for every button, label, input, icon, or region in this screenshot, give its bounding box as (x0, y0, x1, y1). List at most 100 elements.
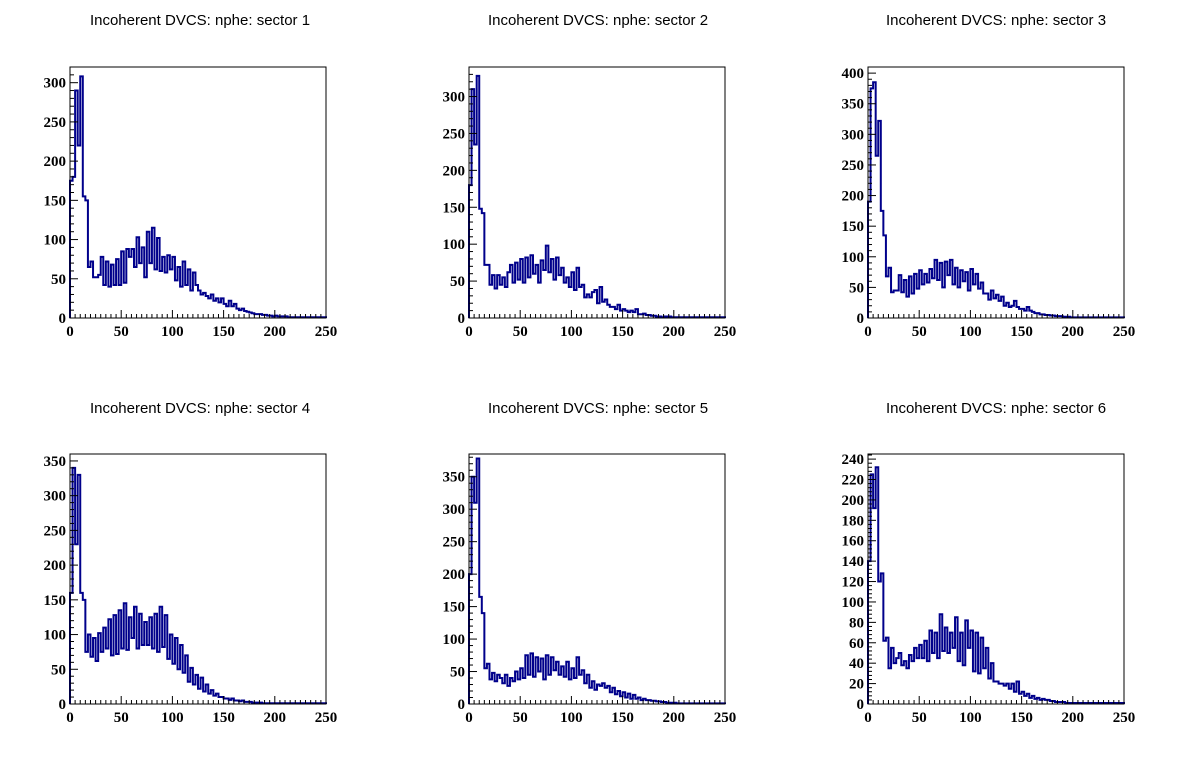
y-tick-label: 200 (842, 189, 865, 205)
y-tick-label: 150 (842, 219, 865, 235)
histogram-panel-sector-6: Incoherent DVCS: nphe: sector 6 0 50 100 150… (842, 400, 1136, 726)
x-tick-label: 150 (212, 324, 235, 340)
x-tick-label: 0 (66, 324, 74, 340)
x-tick-label: 250 (315, 710, 338, 726)
y-tick-label: 200 (443, 163, 466, 179)
x-tick-label: 200 (663, 710, 686, 726)
x-tick-label: 100 (161, 710, 184, 726)
x-tick-label: 0 (864, 324, 872, 340)
y-tick-label: 350 (842, 97, 865, 113)
y-tick-label: 80 (849, 615, 864, 631)
histogram-series (69, 75, 327, 319)
y-tick-label: 160 (842, 534, 865, 550)
y-tick-label: 250 (44, 523, 67, 539)
y-tick-label: 50 (450, 665, 465, 681)
histogram-panel-sector-3: Incoherent DVCS: nphe: sector 3 0 50 100 150… (842, 12, 1136, 340)
plot-frame (468, 453, 726, 705)
y-tick-label: 100 (842, 250, 865, 266)
x-tick-label: 100 (560, 324, 583, 340)
x-tick-label: 200 (264, 710, 287, 726)
chart-title: Incoherent DVCS: nphe: sector 2 (488, 12, 708, 29)
y-tick-label: 50 (450, 274, 465, 290)
y-tick-label: 240 (842, 452, 865, 468)
y-tick-label: 200 (44, 154, 67, 170)
y-tick-label: 350 (443, 470, 466, 486)
x-tick-label: 50 (114, 324, 129, 340)
y-tick-label: 300 (44, 76, 67, 92)
x-tick-label: 0 (465, 710, 473, 726)
y-tick-label: 250 (44, 115, 67, 131)
histogram-series (867, 81, 1125, 319)
plot-frame (69, 453, 327, 705)
y-tick-label: 250 (443, 126, 466, 142)
y-tick-label: 250 (842, 158, 865, 174)
x-tick-label: 100 (161, 324, 184, 340)
y-tick-label: 0 (857, 311, 865, 327)
chart-title: Incoherent DVCS: nphe: sector 3 (886, 12, 1106, 29)
chart-title: Incoherent DVCS: nphe: sector 1 (90, 12, 310, 29)
chart-title: Incoherent DVCS: nphe: sector 6 (886, 400, 1106, 417)
y-tick-label: 200 (443, 567, 466, 583)
y-tick-label: 200 (44, 558, 67, 574)
histogram-panel-sector-1: Incoherent DVCS: nphe: sector 1 0 50 100 150… (44, 12, 338, 340)
histogram-series (867, 466, 1125, 704)
x-tick-label: 100 (959, 710, 982, 726)
x-tick-label: 50 (912, 324, 927, 340)
y-tick-label: 300 (842, 127, 865, 143)
x-tick-label: 0 (864, 710, 872, 726)
y-tick-label: 140 (842, 554, 865, 570)
y-tick-label: 150 (443, 200, 466, 216)
histogram-panel-sector-4: Incoherent DVCS: nphe: sector 4 0 50 100 150… (44, 400, 338, 726)
y-tick-label: 400 (842, 66, 865, 82)
y-tick-label: 0 (59, 697, 67, 713)
y-tick-label: 180 (842, 513, 865, 529)
y-tick-label: 60 (849, 636, 864, 652)
x-tick-label: 50 (513, 710, 528, 726)
chart-title: Incoherent DVCS: nphe: sector 5 (488, 400, 708, 417)
x-tick-label: 200 (1062, 324, 1085, 340)
x-tick-label: 0 (465, 324, 473, 340)
x-tick-label: 150 (611, 710, 634, 726)
chart-title: Incoherent DVCS: nphe: sector 4 (90, 400, 310, 417)
x-tick-label: 250 (1113, 710, 1136, 726)
x-tick-label: 200 (663, 324, 686, 340)
x-tick-label: 50 (513, 324, 528, 340)
y-tick-label: 150 (44, 193, 67, 209)
y-tick-label: 350 (44, 454, 67, 470)
y-tick-label: 200 (842, 493, 865, 509)
y-tick-label: 0 (458, 697, 466, 713)
y-tick-label: 300 (443, 502, 466, 518)
y-tick-label: 120 (842, 575, 865, 591)
x-tick-label: 250 (714, 710, 737, 726)
x-tick-label: 50 (114, 710, 129, 726)
histogram-panel-sector-2: Incoherent DVCS: nphe: sector 2 0 50 100 150… (443, 12, 737, 340)
x-tick-label: 150 (611, 324, 634, 340)
histogram-series (468, 74, 726, 319)
x-tick-label: 50 (912, 710, 927, 726)
histogram-series (468, 457, 726, 705)
y-tick-label: 100 (44, 628, 67, 644)
y-tick-label: 100 (443, 632, 466, 648)
x-tick-label: 250 (1113, 324, 1136, 340)
y-tick-label: 50 (51, 272, 66, 288)
x-tick-label: 100 (560, 710, 583, 726)
y-tick-label: 20 (849, 677, 864, 693)
y-tick-label: 220 (842, 473, 865, 489)
y-tick-label: 50 (51, 662, 66, 678)
y-tick-label: 50 (849, 280, 864, 296)
histogram-panel-sector-5: Incoherent DVCS: nphe: sector 5 0 50 100 150… (443, 400, 737, 726)
y-tick-label: 150 (44, 593, 67, 609)
histogram-series (69, 466, 327, 705)
y-tick-label: 0 (458, 311, 466, 327)
y-tick-label: 100 (44, 233, 67, 249)
x-tick-label: 0 (66, 710, 74, 726)
x-tick-label: 200 (264, 324, 287, 340)
x-tick-label: 150 (212, 710, 235, 726)
y-tick-label: 100 (842, 595, 865, 611)
x-tick-label: 150 (1010, 710, 1033, 726)
x-tick-label: 200 (1062, 710, 1085, 726)
y-tick-label: 300 (443, 90, 466, 106)
y-tick-label: 300 (44, 489, 67, 505)
x-tick-label: 250 (315, 324, 338, 340)
